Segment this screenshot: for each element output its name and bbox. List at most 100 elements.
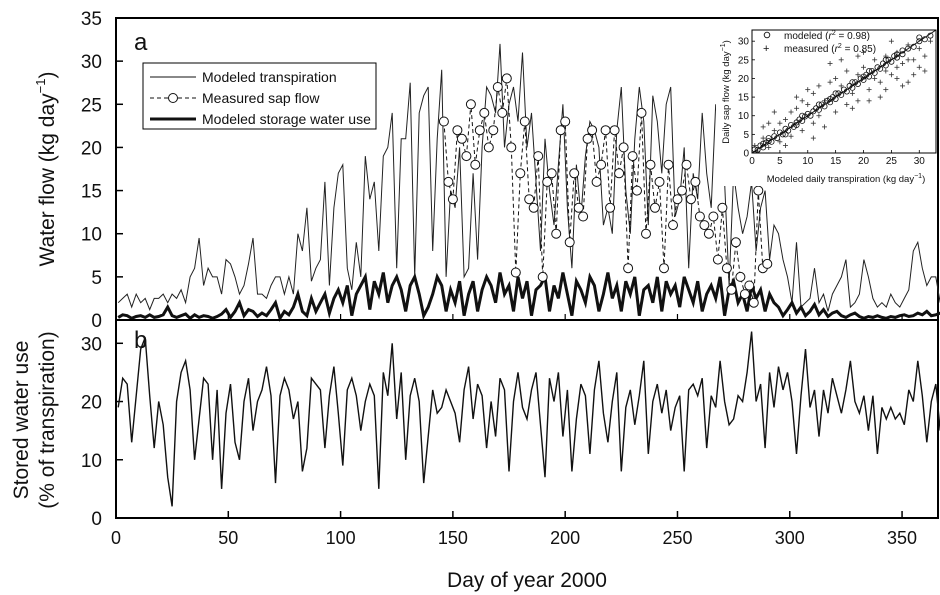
inset-modeled-point — [827, 96, 834, 103]
sap-flow-point — [587, 125, 598, 136]
inset-y-tick-label: 15 — [738, 93, 750, 104]
panel-a-y-tick-label: 25 — [81, 95, 102, 116]
sap-flow-point — [663, 159, 674, 170]
inset-measured-point — [810, 135, 816, 141]
inset-measured-point — [855, 72, 861, 78]
inset-modeled-point — [827, 99, 834, 106]
inset-measured-point — [922, 53, 928, 59]
inset-measured-point — [777, 139, 783, 145]
inset-measured-point — [883, 87, 889, 93]
legend-swatch-sap-flow-marker — [168, 93, 178, 103]
panel-b-y-axis-label: Stored water use — [10, 341, 33, 500]
inset-modeled-point — [838, 91, 845, 98]
sap-flow-point — [474, 125, 485, 136]
inset-measured-point — [900, 83, 906, 89]
inset-modeled-point — [866, 68, 873, 75]
inset-modeled-point — [835, 90, 842, 97]
sap-flow-point — [632, 185, 642, 196]
inset-y-tick-label: 5 — [743, 130, 749, 141]
sap-flow-point — [730, 237, 741, 248]
inset-x-tick-label: 10 — [802, 156, 814, 167]
panel-a-y-tick-label: 10 — [81, 225, 102, 246]
sap-flow-point — [636, 107, 647, 118]
sap-flow-point — [708, 211, 719, 222]
sap-flow-point — [479, 107, 490, 118]
inset-modeled-point — [905, 45, 912, 52]
sap-flow-point — [546, 168, 557, 179]
inset-measured-point — [861, 49, 867, 55]
inset-x-tick-label: 30 — [914, 156, 926, 167]
inset-y-axis-label: Daily sap flow (kg day−1) — [720, 40, 732, 144]
sap-flow-point — [703, 228, 714, 239]
sap-flow-point — [560, 116, 571, 127]
inset-measured-point — [771, 128, 777, 134]
sap-flow-point — [524, 194, 535, 205]
panel-a-y-tick-label: 5 — [91, 268, 102, 289]
inset-measured-point — [905, 57, 911, 63]
inset-modeled-point — [779, 131, 786, 138]
x-tick-label: 100 — [326, 528, 356, 548]
panel-b: 0 10 20 30 b Stored water use (% of transpi… — [10, 319, 940, 530]
inset-measured-point — [866, 87, 872, 93]
panel-a-letter: a — [134, 29, 148, 56]
inset-modeled-point — [899, 47, 906, 54]
sap-flow-point — [739, 289, 750, 300]
inset-measured-point — [900, 61, 906, 67]
sap-flow-point — [573, 202, 584, 213]
inset-measured-point — [805, 102, 811, 108]
inset-measured-point — [794, 105, 800, 111]
sap-flow-point — [735, 271, 746, 282]
sap-flow-point — [605, 202, 616, 213]
inset-modeled-point — [807, 112, 814, 119]
sap-flow-point — [501, 73, 512, 84]
inset-modeled-point — [765, 138, 772, 145]
sap-flow-point — [533, 151, 544, 162]
inset-modeled-point — [849, 79, 856, 86]
sap-flow-point — [645, 159, 656, 170]
inset-measured-point — [844, 68, 850, 74]
sap-flow-point — [483, 142, 494, 153]
sap-flow-point — [721, 263, 732, 274]
inset-y-tick-label: 20 — [738, 74, 750, 85]
sap-flow-point — [668, 220, 678, 231]
sap-flow-point — [681, 159, 692, 170]
x-tick-label: 350 — [887, 528, 917, 548]
x-tick-label: 300 — [775, 528, 805, 548]
panel-b-frame — [115, 319, 939, 519]
sap-flow-point — [537, 271, 548, 282]
inset-x-tick-label: 15 — [830, 156, 842, 167]
x-tick-label: 150 — [438, 528, 468, 548]
inset-measured-point — [760, 135, 766, 141]
inset-measured-point — [877, 79, 883, 85]
inset-legend-measured-marker: + — [763, 43, 769, 55]
inset-measured-point — [861, 64, 867, 70]
panel-b-y-axis-label-units: (% of transpiration) — [36, 331, 59, 508]
inset-measured-point — [782, 143, 788, 149]
inset-measured-point — [810, 120, 816, 126]
series-modeled-transpiration — [117, 43, 940, 312]
inset-measured-point — [849, 90, 855, 96]
inset-x-tick-label: 25 — [886, 156, 898, 167]
inset-modeled-point — [815, 101, 822, 108]
sap-flow-point — [762, 258, 773, 269]
sap-flow-point — [753, 185, 764, 196]
inset-y-tick-label: 30 — [738, 37, 750, 48]
panel-a-y-tick-label: 30 — [81, 52, 102, 73]
sap-flow-point — [438, 116, 449, 127]
sap-flow-point — [564, 237, 575, 248]
panel-a-y-axis: 0 5 10 15 20 25 30 35 — [81, 9, 123, 332]
sap-flow-point — [641, 228, 651, 239]
inset-modeled-point — [894, 54, 901, 61]
inset-measured-point — [794, 94, 800, 100]
inset-y-tick-label: 10 — [738, 111, 750, 122]
inset-modeled-point — [774, 135, 781, 142]
inset-measured-point — [838, 83, 844, 89]
inset-measured-point — [905, 79, 911, 85]
series-stored-water-use — [117, 331, 940, 507]
inset-measured-point — [788, 133, 794, 139]
inset-measured-point — [805, 87, 811, 93]
inset-modeled-point — [762, 139, 769, 146]
inset-modeled-point — [927, 32, 934, 39]
sap-flow-point — [686, 194, 696, 205]
